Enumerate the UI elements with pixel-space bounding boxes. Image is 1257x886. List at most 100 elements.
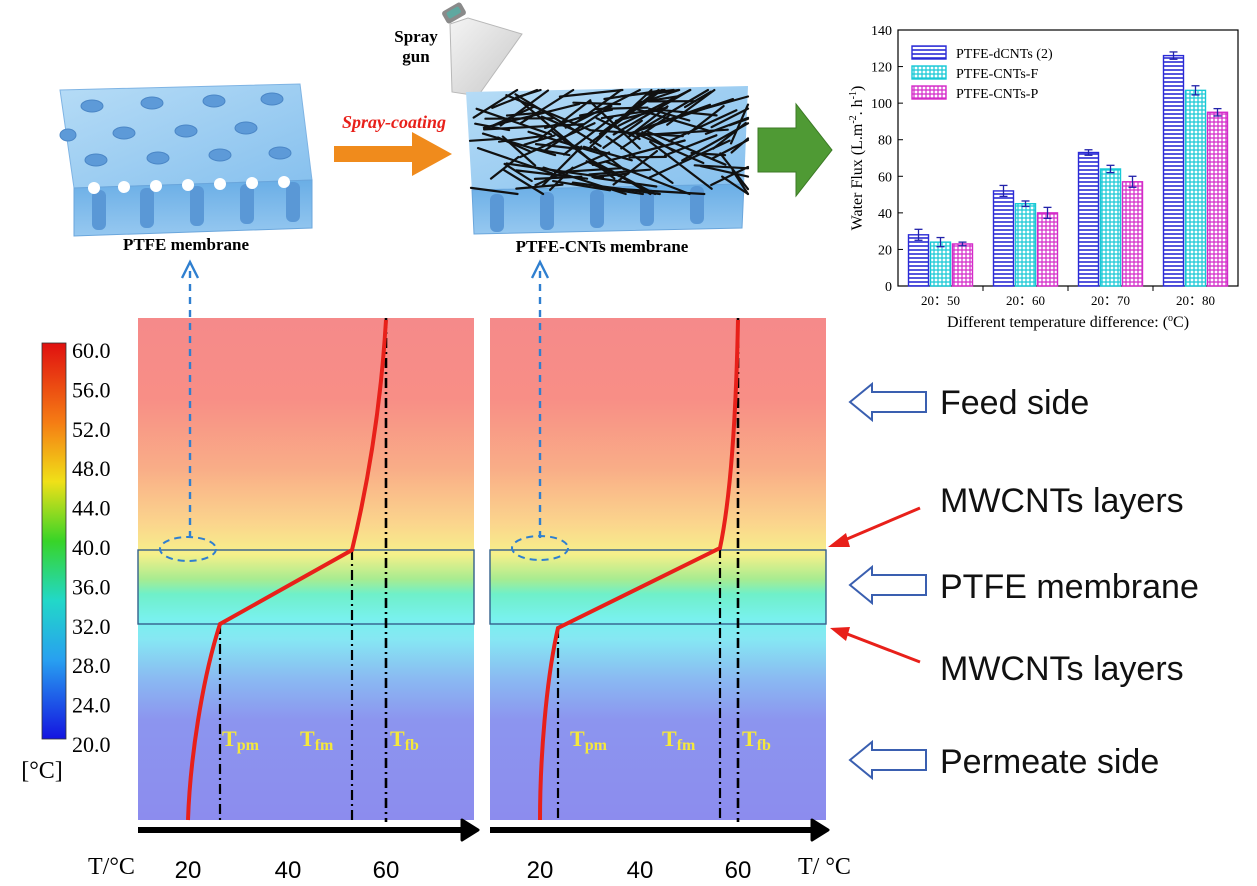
cnt-fiber	[603, 88, 666, 101]
chart-legend-label: PTFE-CNTs-P	[956, 87, 1038, 102]
mwcnts-bottom-arrow-head	[830, 627, 850, 641]
chart-bar	[1184, 89, 1207, 287]
cnt-fiber	[589, 88, 653, 148]
left-tfb-label: Tfb	[390, 726, 419, 754]
cnt-fiber	[592, 176, 658, 188]
spray-coating-label: Spray-coating	[342, 112, 446, 132]
chart-legend-label: PTFE-dCNTs (2)	[956, 47, 1053, 62]
right-axis-label: T/ °C	[798, 854, 851, 880]
chart-bar	[1077, 151, 1100, 287]
colorbar-unit: [°C]	[21, 758, 63, 784]
right-temperature-field	[490, 318, 826, 820]
right-tick-20: 20	[527, 857, 554, 884]
colorbar-tick-label: 56.0	[72, 377, 111, 402]
cnt-fiber	[572, 101, 622, 106]
chart-legend-swatch	[911, 65, 947, 80]
chart-bar	[1206, 111, 1229, 287]
cnt-fiber	[602, 119, 643, 149]
cnt-fiber	[551, 180, 612, 192]
cnt-fiber	[593, 185, 645, 196]
feed-side-annotation: Feed side	[848, 381, 1089, 423]
cnt-fiber	[614, 108, 662, 122]
cnt-fiber	[475, 107, 553, 136]
cnt-fiber	[468, 137, 502, 142]
cnt-fiber	[731, 169, 750, 196]
cnt-fiber	[720, 175, 750, 196]
cnt-fiber	[630, 106, 710, 132]
chart-y-tick-label: 80	[878, 134, 892, 149]
left-tpm-label: Tpm	[222, 726, 260, 754]
colorbar-tick-label: 52.0	[72, 417, 111, 442]
right-tick-60: 60	[725, 857, 752, 884]
cnt-fiber	[588, 168, 652, 176]
spray-gun-label-2: gun	[402, 47, 430, 66]
ptfe-membrane-annotation: PTFE membrane	[848, 564, 1199, 606]
cnt-fiber	[612, 150, 659, 186]
cnt-fiber	[469, 186, 519, 196]
chart-bar	[1014, 203, 1037, 287]
cnt-fiber	[681, 122, 750, 162]
cnt-fiber	[687, 104, 725, 135]
chart-legend: PTFE-dCNTs (2) PTFE-CNTs-F PTFE-CNTs-P	[911, 45, 1053, 102]
colorbar-tick-label: 44.0	[72, 496, 111, 521]
feed-side-arrow-icon	[848, 381, 927, 423]
chart-legend-swatch	[911, 45, 947, 60]
mwcnts-top-arrow-line	[839, 506, 921, 544]
temperature-colorbar	[41, 342, 67, 740]
mwcnts-top-label: MWCNTs layers	[940, 482, 1184, 520]
chart-x-tick-label: 20：70	[1091, 293, 1130, 308]
cnt-fiber	[474, 122, 511, 132]
right-tfb-label: Tfb	[742, 726, 771, 754]
cnt-fiber	[482, 102, 581, 129]
cnt-fiber	[683, 90, 713, 109]
colorbar-tick-label: 24.0	[72, 693, 111, 718]
chart-bar	[1099, 168, 1122, 287]
cnt-fiber	[499, 89, 550, 127]
cnt-fiber	[497, 136, 532, 153]
chart-y-axis: 0 20 40 60 80 100 120 140	[871, 24, 903, 295]
right-dashed-ellipse	[511, 535, 569, 561]
cnt-fiber	[530, 147, 571, 157]
cnt-fiber	[476, 147, 554, 175]
cnt-fiber	[502, 169, 545, 196]
cnt-fiber	[634, 105, 669, 132]
spray-gun-label-1: Spray	[394, 27, 438, 46]
chart-bar	[1121, 181, 1144, 287]
cnt-fiber	[594, 106, 649, 111]
left-tfm-label: Tfm	[300, 726, 334, 754]
right-temperature-panel: Tpm Tfm Tfb 20 40 60 T/ °C	[489, 259, 851, 884]
mwcnts-bottom-label: MWCNTs layers	[940, 650, 1184, 688]
cnt-fiber	[641, 131, 675, 153]
cnt-fiber	[537, 99, 592, 141]
cnt-fiber	[666, 88, 716, 126]
chart-y-tick-label: 120	[871, 61, 892, 76]
ptfe-membrane-illustration	[59, 83, 313, 237]
mwcnts-bottom-annotation: MWCNTs layers	[830, 627, 1184, 688]
chart-bar	[1162, 54, 1185, 287]
colorbar-tick-label: 40.0	[72, 535, 111, 560]
cnt-fiber	[548, 166, 574, 191]
cnt-fiber	[578, 108, 614, 117]
colorbar-tick-label: 28.0	[72, 653, 111, 678]
cnt-fiber	[576, 88, 623, 123]
chart-y-tick-label: 40	[878, 207, 892, 222]
permeate-side-arrow-icon	[848, 739, 927, 781]
permeate-side-label: Permeate side	[940, 743, 1159, 781]
left-tick-40: 40	[275, 857, 302, 884]
chart-bar	[1036, 212, 1059, 287]
right-x-axis-arrowhead	[810, 818, 830, 842]
chart-x-tick-label: 20：60	[1006, 293, 1045, 308]
mwcnts-top-annotation: MWCNTs layers	[828, 482, 1184, 547]
cnt-fiber	[505, 162, 605, 179]
left-dashed-ellipse	[159, 536, 217, 562]
colorbar-tick-label: 36.0	[72, 574, 111, 599]
colorbar-tick-label: 32.0	[72, 614, 111, 639]
cnt-fiber	[592, 146, 626, 171]
cnt-fiber	[503, 162, 533, 183]
chart-y-tick-label: 0	[885, 280, 892, 295]
permeate-side-annotation: Permeate side	[848, 739, 1159, 781]
cnt-fiber	[586, 157, 657, 196]
left-temperature-profile	[186, 319, 388, 821]
